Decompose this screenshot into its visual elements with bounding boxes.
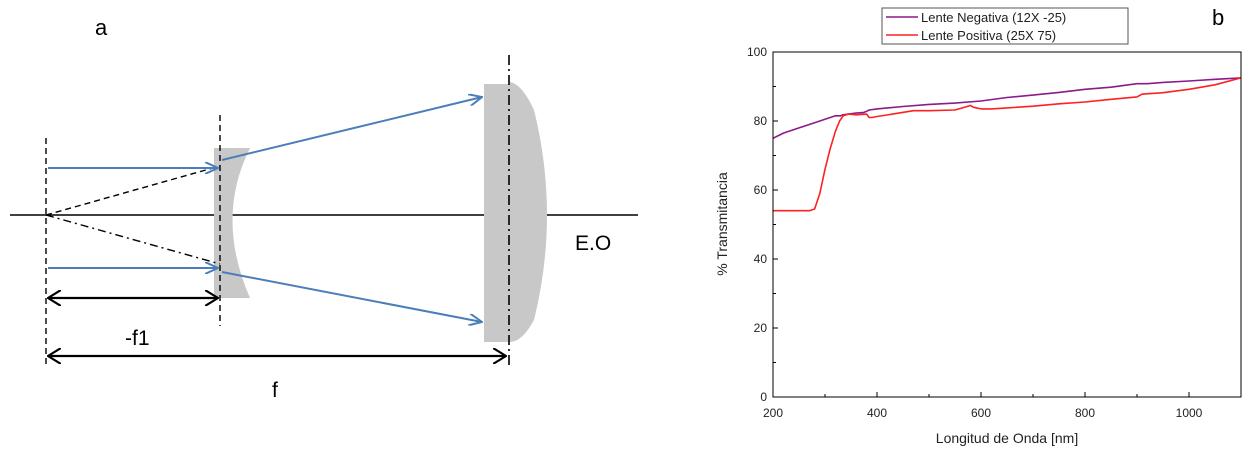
x-tick-label: 200	[763, 406, 783, 420]
x-axis-title: Longitud de Onda [nm]	[936, 430, 1078, 446]
legend-box	[881, 7, 1129, 45]
x-axis-ticks: 200 400 600 800 1000	[763, 392, 1203, 420]
legend-label-positiva: Lente Positiva (25X 75)	[921, 28, 1056, 43]
positive-lens	[484, 82, 547, 342]
panel-label-a: a	[95, 15, 108, 40]
y-tick-label: 100	[747, 45, 767, 59]
diverging-ray-upper	[221, 97, 482, 161]
x-tick-label: 800	[1075, 406, 1095, 420]
y-tick-label: 0	[760, 390, 767, 404]
optical-diagram: a E.O -f1 f	[10, 15, 638, 402]
transmittance-chart: b 200 400 600 800 1000 0 20 40 60 80 100 Longitud…	[714, 5, 1242, 446]
chart-legend[interactable]: Lente Negativa (12X -25) Lente Positiva …	[881, 7, 1129, 45]
dimension-f-label: f	[272, 379, 278, 402]
legend-label-negativa: Lente Negativa (12X -25)	[921, 10, 1066, 25]
y-tick-label: 80	[754, 114, 768, 128]
x-tick-label: 400	[867, 406, 887, 420]
dimension-f1-label: -f1	[125, 327, 150, 350]
negative-lens	[214, 148, 250, 298]
x-tick-label: 1000	[1176, 406, 1203, 420]
virtual-ray-upper	[45, 165, 221, 216]
series-line-negativa	[772, 77, 1242, 140]
x-tick-label: 600	[971, 406, 991, 420]
y-tick-label: 20	[754, 321, 768, 335]
y-tick-label: 40	[754, 252, 768, 266]
series-line-positiva	[773, 77, 1242, 212]
plot-series	[772, 77, 1242, 212]
plot-frame	[772, 51, 1242, 398]
virtual-ray-lower	[45, 214, 221, 265]
panel-label-b: b	[1212, 5, 1224, 30]
y-axis-ticks: 0 20 40 60 80 100	[747, 45, 778, 404]
y-tick-label: 60	[754, 183, 768, 197]
optical-axis-label: E.O	[575, 232, 611, 255]
y-axis-title: % Transmitancia	[714, 172, 730, 276]
diverging-ray-lower	[221, 271, 482, 322]
